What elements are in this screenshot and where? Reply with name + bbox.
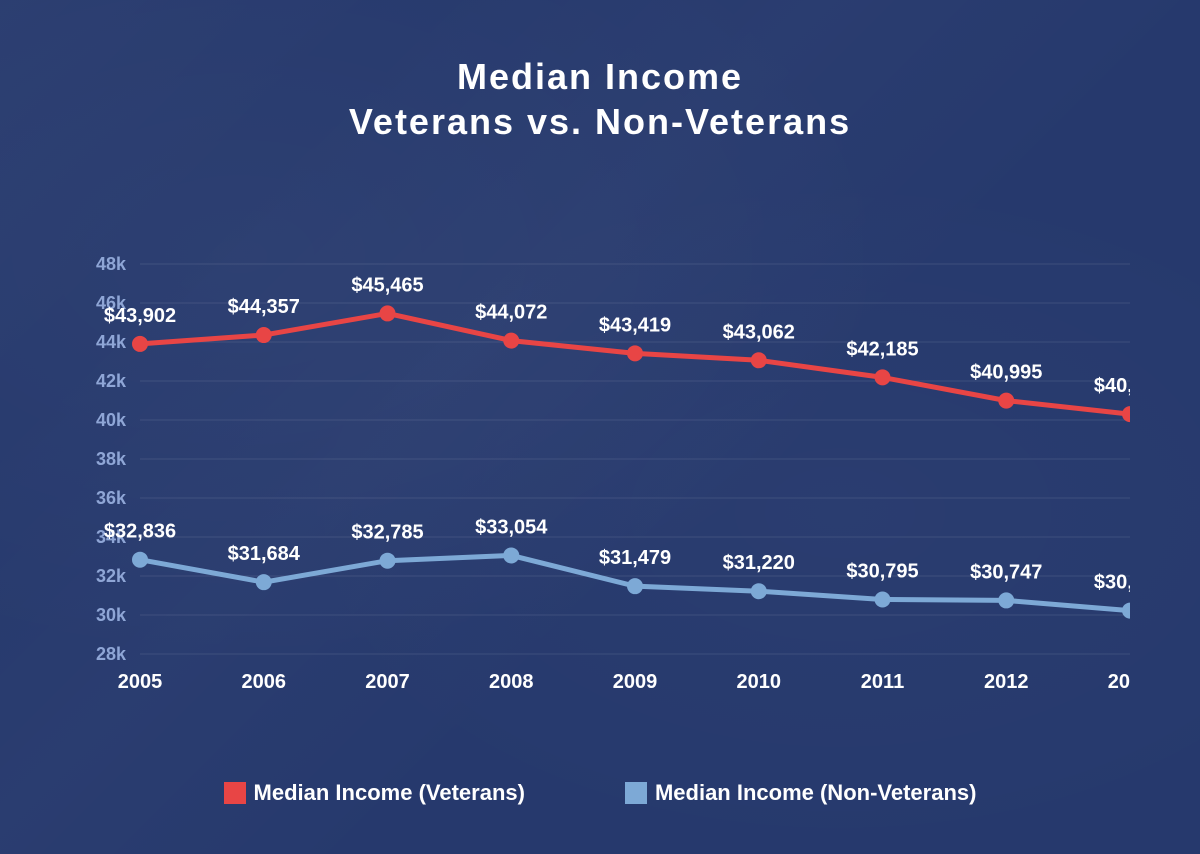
- chart-area: 28k30k32k34k36k38k40k42k44k46k48k2005200…: [70, 254, 1130, 724]
- data-label: $42,185: [846, 338, 918, 360]
- data-point: [998, 393, 1014, 409]
- y-tick-label: 36k: [96, 488, 127, 508]
- data-point: [875, 591, 891, 607]
- data-label: $32,785: [351, 522, 423, 544]
- data-point: [1122, 603, 1130, 619]
- data-point: [627, 578, 643, 594]
- data-point: [132, 552, 148, 568]
- data-label: $44,357: [228, 296, 300, 318]
- y-tick-label: 28k: [96, 644, 127, 664]
- y-tick-label: 40k: [96, 410, 127, 430]
- data-point: [256, 574, 272, 590]
- y-tick-label: 32k: [96, 566, 127, 586]
- x-tick-label: 2013: [1108, 671, 1130, 693]
- legend-item-veterans: Median Income (Veterans): [224, 780, 525, 806]
- line-chart: 28k30k32k34k36k38k40k42k44k46k48k2005200…: [70, 254, 1130, 724]
- data-label: $44,072: [475, 302, 547, 324]
- legend-item-nonveterans: Median Income (Non-Veterans): [625, 780, 977, 806]
- x-tick-label: 2011: [861, 671, 904, 693]
- x-tick-label: 2009: [613, 671, 658, 693]
- data-point: [751, 583, 767, 599]
- data-point: [256, 327, 272, 343]
- x-tick-label: 2012: [984, 671, 1029, 693]
- data-label: $30,226: [1094, 572, 1130, 594]
- data-point: [875, 369, 891, 385]
- legend-swatch-nonveterans: [625, 782, 647, 804]
- legend: Median Income (Veterans) Median Income (…: [0, 780, 1200, 806]
- x-tick-label: 2006: [242, 671, 287, 693]
- data-label: $45,465: [351, 274, 423, 296]
- data-label: $43,902: [104, 305, 176, 327]
- legend-swatch-veterans: [224, 782, 246, 804]
- data-label: $31,684: [228, 543, 301, 565]
- data-point: [998, 592, 1014, 608]
- chart-title: Median Income Veterans vs. Non-Veterans: [0, 54, 1200, 144]
- legend-label-nonveterans: Median Income (Non-Veterans): [655, 780, 977, 806]
- data-point: [751, 352, 767, 368]
- data-point: [627, 345, 643, 361]
- data-point: [132, 336, 148, 352]
- y-tick-label: 38k: [96, 449, 127, 469]
- y-tick-label: 48k: [96, 254, 127, 274]
- data-label: $40,302: [1094, 375, 1130, 397]
- title-line-1: Median Income: [0, 54, 1200, 99]
- x-tick-label: 2005: [118, 671, 163, 693]
- data-label: $32,836: [104, 521, 176, 543]
- y-tick-label: 30k: [96, 605, 127, 625]
- x-tick-label: 2010: [737, 671, 782, 693]
- data-point: [503, 547, 519, 563]
- data-point: [503, 333, 519, 349]
- data-label: $30,747: [970, 561, 1042, 583]
- data-label: $40,995: [970, 362, 1042, 384]
- data-label: $30,795: [846, 560, 918, 582]
- data-label: $31,220: [723, 552, 795, 574]
- data-label: $43,419: [599, 314, 671, 336]
- legend-label-veterans: Median Income (Veterans): [254, 780, 525, 806]
- title-line-2: Veterans vs. Non-Veterans: [0, 99, 1200, 144]
- x-tick-label: 2008: [489, 671, 534, 693]
- data-label: $43,062: [723, 321, 795, 343]
- data-point: [380, 305, 396, 321]
- data-point: [380, 553, 396, 569]
- x-tick-label: 2007: [365, 671, 410, 693]
- y-tick-label: 44k: [96, 332, 127, 352]
- data-label: $33,054: [475, 516, 548, 538]
- data-label: $31,479: [599, 547, 671, 569]
- y-tick-label: 42k: [96, 371, 127, 391]
